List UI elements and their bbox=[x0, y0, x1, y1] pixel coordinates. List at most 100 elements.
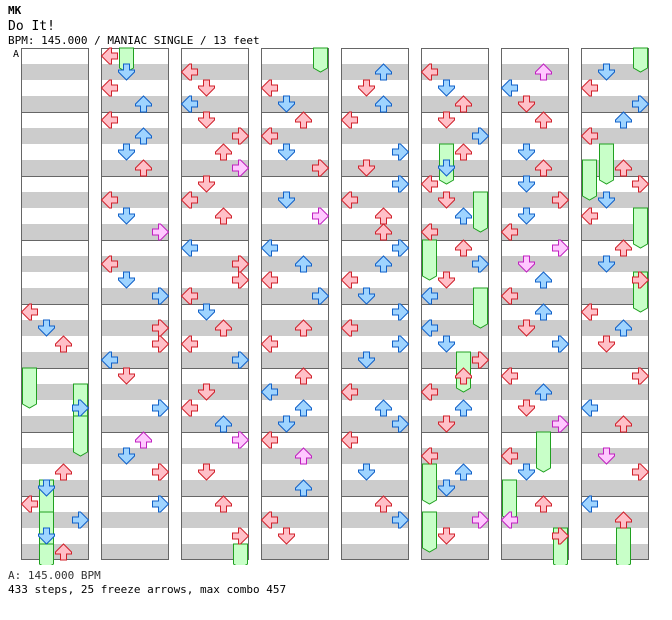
step-arrow-down bbox=[518, 399, 535, 417]
column-border bbox=[181, 48, 249, 560]
step-arrow-right bbox=[472, 255, 490, 273]
step-arrow-left bbox=[100, 255, 118, 273]
song-title: Do It! bbox=[8, 19, 55, 34]
step-arrow-down bbox=[358, 159, 375, 177]
step-arrow-right bbox=[152, 287, 170, 305]
stripe bbox=[21, 352, 89, 368]
step-arrow-up bbox=[375, 399, 392, 417]
step-arrow-up bbox=[215, 495, 232, 513]
freeze-body bbox=[422, 239, 437, 281]
step-arrow-up bbox=[55, 543, 72, 561]
step-arrow-down bbox=[278, 191, 295, 209]
step-arrow-up bbox=[615, 239, 632, 257]
stripe bbox=[341, 512, 409, 528]
step-arrow-right bbox=[152, 335, 170, 353]
step-arrow-down bbox=[278, 95, 295, 113]
step-arrow-right bbox=[552, 527, 570, 545]
step-arrow-left bbox=[260, 127, 278, 145]
step-arrow-left bbox=[180, 191, 198, 209]
step-arrow-left bbox=[260, 271, 278, 289]
freeze-body bbox=[73, 415, 88, 457]
freeze-arrow bbox=[616, 527, 631, 565]
step-arrow-right bbox=[392, 175, 410, 193]
step-arrow-down bbox=[438, 111, 455, 129]
step-arrow-left bbox=[420, 319, 438, 337]
stripe bbox=[21, 192, 89, 208]
stripe bbox=[501, 448, 569, 464]
step-arrow-up bbox=[375, 255, 392, 273]
stripe bbox=[181, 128, 249, 144]
stripe bbox=[101, 320, 169, 336]
stripe bbox=[101, 416, 169, 432]
chart-info: BPM: 145.000 / MANIAC SINGLE / 13 feet bbox=[8, 34, 260, 47]
freeze-arrow bbox=[22, 367, 37, 409]
freeze-body bbox=[599, 143, 614, 185]
step-arrow-right bbox=[152, 463, 170, 481]
step-arrow-left bbox=[500, 79, 518, 97]
step-arrow-down bbox=[518, 95, 535, 113]
step-arrow-down bbox=[278, 415, 295, 433]
step-arrow-down bbox=[598, 63, 615, 81]
freeze-arrow bbox=[39, 543, 54, 565]
stripe bbox=[581, 352, 649, 368]
step-arrow-left bbox=[340, 191, 358, 209]
section-marker: A bbox=[13, 49, 19, 60]
step-arrow-left bbox=[180, 95, 198, 113]
step-arrow-left bbox=[260, 511, 278, 529]
step-arrow-up bbox=[535, 303, 552, 321]
step-arrow-left bbox=[340, 383, 358, 401]
step-arrow-right bbox=[232, 127, 250, 145]
freeze-arrow bbox=[633, 47, 648, 73]
step-arrow-up bbox=[375, 495, 392, 513]
stripe bbox=[101, 288, 169, 304]
step-arrow-left bbox=[420, 447, 438, 465]
step-arrow-right bbox=[232, 159, 250, 177]
step-arrow-up bbox=[135, 159, 152, 177]
chart-column bbox=[421, 48, 489, 560]
step-arrow-down bbox=[598, 447, 615, 465]
step-arrow-up bbox=[455, 463, 472, 481]
step-arrow-up bbox=[135, 431, 152, 449]
step-arrow-up bbox=[375, 207, 392, 225]
step-arrow-right bbox=[552, 191, 570, 209]
step-arrow-left bbox=[100, 351, 118, 369]
step-arrow-down bbox=[518, 143, 535, 161]
stripe bbox=[501, 352, 569, 368]
step-arrow-down bbox=[518, 207, 535, 225]
column-border bbox=[21, 48, 89, 560]
step-arrow-up bbox=[375, 95, 392, 113]
stripe bbox=[21, 96, 89, 112]
step-arrow-left bbox=[580, 127, 598, 145]
step-arrow-down bbox=[118, 207, 135, 225]
step-arrow-right bbox=[472, 351, 490, 369]
step-arrow-down bbox=[198, 175, 215, 193]
step-arrow-down bbox=[518, 319, 535, 337]
column-border bbox=[341, 48, 409, 560]
chart-column bbox=[341, 48, 409, 560]
stripe bbox=[421, 448, 489, 464]
stripe bbox=[21, 224, 89, 240]
stripe bbox=[421, 64, 489, 80]
step-arrow-right bbox=[392, 511, 410, 529]
step-arrow-left bbox=[100, 111, 118, 129]
step-arrow-right bbox=[72, 399, 90, 417]
step-arrow-left bbox=[580, 495, 598, 513]
stripe bbox=[101, 256, 169, 272]
stripe bbox=[101, 352, 169, 368]
freeze-arrow bbox=[582, 159, 597, 201]
column-border bbox=[581, 48, 649, 560]
step-arrow-right bbox=[232, 431, 250, 449]
stripe bbox=[261, 352, 329, 368]
stripe bbox=[21, 160, 89, 176]
step-arrow-up bbox=[295, 255, 312, 273]
step-arrow-down bbox=[38, 479, 55, 497]
step-arrow-left bbox=[420, 287, 438, 305]
stripe bbox=[181, 448, 249, 464]
step-arrow-up bbox=[615, 159, 632, 177]
step-arrow-down bbox=[358, 351, 375, 369]
stripe bbox=[181, 352, 249, 368]
stripe bbox=[501, 224, 569, 240]
stats-line: 433 steps, 25 freeze arrows, max combo 4… bbox=[8, 583, 287, 596]
stripe bbox=[501, 128, 569, 144]
step-arrow-right bbox=[312, 159, 330, 177]
